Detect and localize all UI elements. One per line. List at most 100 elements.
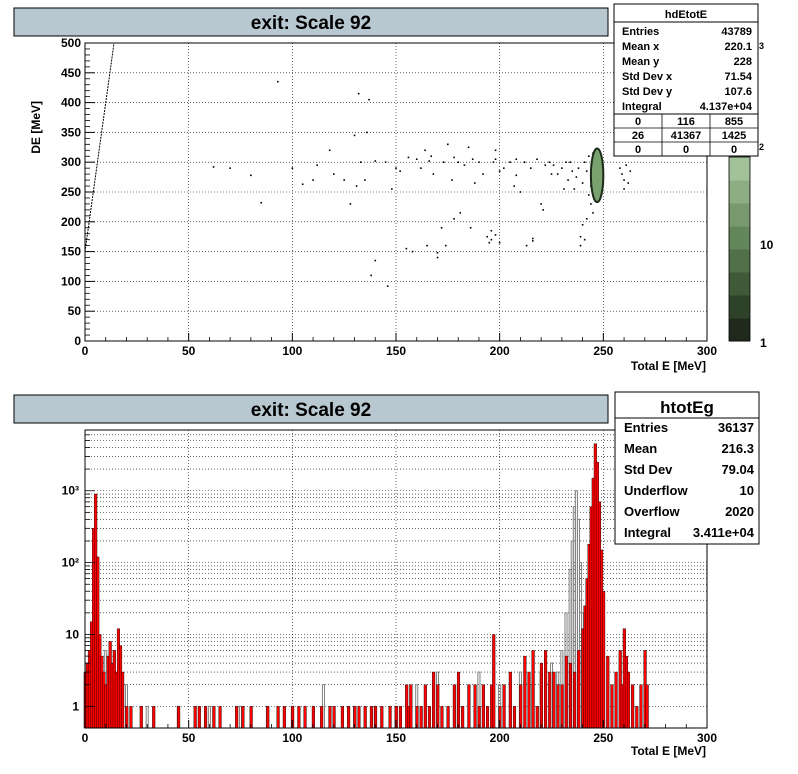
- top-y-tick-label: 450: [61, 66, 81, 80]
- scatter-point: [583, 161, 586, 163]
- red-histogram-bin: [485, 706, 490, 729]
- scatter-point: [471, 158, 474, 161]
- scatter-point: [565, 161, 567, 163]
- scatter-point: [316, 164, 319, 166]
- scatter-point: [359, 161, 362, 163]
- top-grid-cell: 0: [635, 116, 641, 128]
- red-histogram-bin: [409, 684, 413, 729]
- scatter-point: [291, 167, 294, 169]
- red-histogram-bin: [548, 671, 552, 729]
- scatter-point: [364, 179, 366, 181]
- top-stats-box: hdEtotE Entries 43789 Mean x 220.1 Mean …: [613, 3, 759, 157]
- red-histogram-bin: [193, 706, 197, 729]
- scatter-point: [573, 188, 576, 190]
- scatter-point: [563, 188, 565, 190]
- top-axes: 0 50 100 150 200 250 300 0 50 100 150 200 250 300 350 4…: [61, 36, 717, 358]
- scatter-point: [579, 235, 582, 238]
- scatter-point: [532, 240, 534, 242]
- scatter-point: [567, 179, 569, 181]
- scatter-point: [451, 179, 453, 181]
- scatter-point: [542, 209, 545, 211]
- bottom-y-tick-label: 1: [72, 699, 79, 713]
- bottom-axes: 0 50 100 150 200 250 300 1 10 10² 10³: [62, 434, 717, 745]
- bottom-stat-value: 2020: [725, 504, 754, 519]
- scatter-point: [478, 161, 480, 163]
- scatter-point: [469, 226, 472, 229]
- bottom-x-tick-label: 50: [182, 731, 196, 745]
- scatter-point: [459, 212, 462, 214]
- top-x-tick-label: 250: [593, 344, 613, 358]
- scatter-point: [415, 158, 418, 161]
- red-histogram-bin: [297, 706, 301, 729]
- palette-swatch: [729, 157, 750, 181]
- scatter-point: [515, 158, 518, 161]
- scatter-point: [386, 285, 389, 287]
- bottom-y-tick-label: 10²: [62, 556, 79, 570]
- red-histogram-bin: [282, 706, 286, 729]
- scatter-point: [494, 158, 497, 161]
- scatter-point: [444, 244, 447, 247]
- red-histogram-bin: [523, 655, 527, 729]
- scatter-point: [569, 161, 571, 163]
- palette-exp-3: 3: [759, 41, 764, 51]
- red-histogram-bin: [639, 684, 643, 729]
- palette-swatch: [729, 272, 750, 296]
- red-histogram-bin: [626, 671, 631, 729]
- red-histogram-bin: [467, 684, 471, 729]
- red-histogram-bin: [212, 706, 216, 729]
- red-histogram-bin: [645, 684, 649, 729]
- top-panel: exit: Scale 92 0 50 100 150 200 250 3000501001…: [13, 3, 774, 373]
- red-histogram-bin: [369, 706, 373, 729]
- red-histogram-bin: [568, 662, 572, 729]
- red-histogram-bin: [461, 706, 465, 729]
- scatter-point: [473, 182, 476, 184]
- top-grid-cell: 855: [725, 116, 743, 128]
- red-histogram-bin: [276, 706, 280, 729]
- scatter-point: [428, 160, 430, 162]
- scatter-point: [343, 179, 345, 181]
- red-histogram-bin: [527, 671, 531, 729]
- bottom-stat-label: Mean: [624, 441, 657, 456]
- scatter-point: [625, 164, 627, 166]
- red-histogram-bin: [139, 706, 143, 729]
- scatter-point: [467, 146, 470, 149]
- top-grid-cell: 0: [683, 144, 689, 156]
- scatter-point: [581, 182, 584, 184]
- top-y-axis-label: DE [MeV]: [29, 101, 43, 154]
- palette-swatch: [729, 249, 750, 273]
- red-histogram-bin: [544, 650, 548, 729]
- bottom-plot-background: [85, 430, 707, 728]
- scatter-point: [440, 226, 443, 229]
- scatter-point: [395, 167, 397, 169]
- bottom-x-tick-label: 300: [697, 731, 717, 745]
- top-y-tick-label: 200: [61, 215, 81, 229]
- top-stat-label: Mean x: [622, 41, 660, 53]
- top-core-cluster: [589, 147, 605, 204]
- scatter-point: [588, 194, 590, 196]
- top-y-tick-label: 50: [68, 304, 82, 318]
- top-x-tick-label: 50: [182, 344, 196, 358]
- top-y-tick-label: 150: [61, 245, 81, 259]
- top-y-tick-label: 400: [61, 96, 81, 110]
- red-histogram-bin: [452, 684, 456, 729]
- scatter-point: [515, 174, 518, 177]
- red-histogram-bin: [266, 706, 270, 729]
- scatter-point: [374, 259, 377, 262]
- scatter-point: [420, 167, 422, 169]
- red-histogram-bin: [340, 706, 344, 729]
- top-diagonal-band: [84, 42, 115, 252]
- scatter-point: [482, 173, 484, 175]
- scatter-point: [629, 170, 632, 172]
- scatter-point: [627, 182, 630, 184]
- red-histogram-bin: [573, 671, 577, 729]
- red-histogram-bin: [129, 706, 133, 729]
- red-histogram-bin: [320, 706, 324, 729]
- scatter-point: [525, 244, 528, 247]
- red-histogram-bin: [519, 684, 523, 729]
- bottom-title: exit: Scale 92: [251, 400, 371, 421]
- scatter-point: [619, 167, 621, 169]
- red-histogram-bin: [456, 671, 461, 729]
- scatter-point: [490, 229, 493, 232]
- scatter-point: [540, 203, 542, 205]
- red-histogram-bin: [560, 684, 564, 729]
